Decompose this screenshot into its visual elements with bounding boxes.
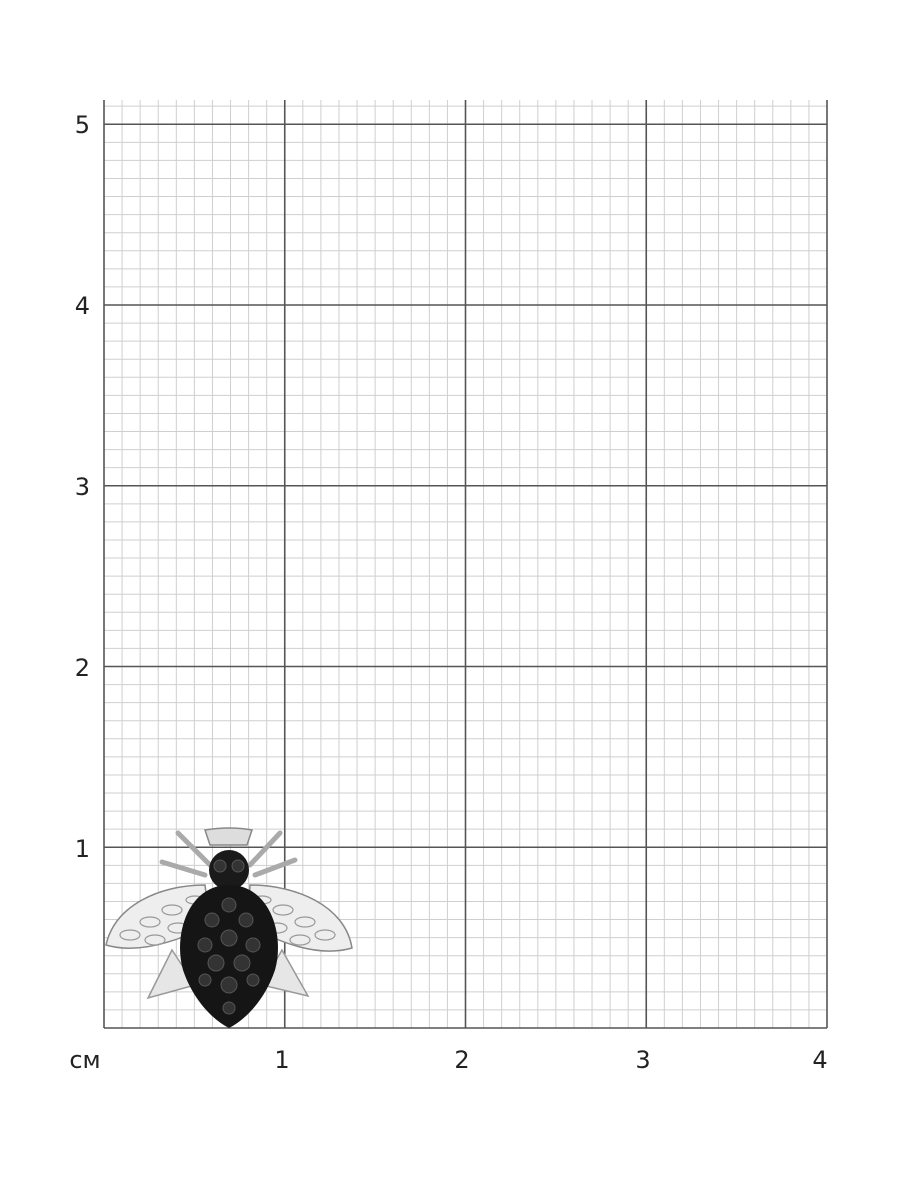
y-tick-label: 5 bbox=[75, 111, 90, 139]
y-axis-labels: 1 2 3 4 5 bbox=[75, 111, 90, 863]
x-tick-label: 1 bbox=[274, 1046, 289, 1074]
y-tick-label: 1 bbox=[75, 835, 90, 863]
x-axis-labels: см 1 2 3 4 bbox=[69, 1046, 827, 1074]
x-tick-label: 3 bbox=[635, 1046, 650, 1074]
x-tick-label: 4 bbox=[812, 1046, 827, 1074]
y-tick-label: 4 bbox=[75, 292, 90, 320]
unit-label: см bbox=[69, 1046, 100, 1074]
y-tick-label: 2 bbox=[75, 654, 90, 682]
bee-brooch-image bbox=[105, 827, 353, 1028]
y-tick-label: 3 bbox=[75, 473, 90, 501]
major-grid-lines bbox=[103, 100, 828, 1029]
x-tick-label: 2 bbox=[454, 1046, 469, 1074]
